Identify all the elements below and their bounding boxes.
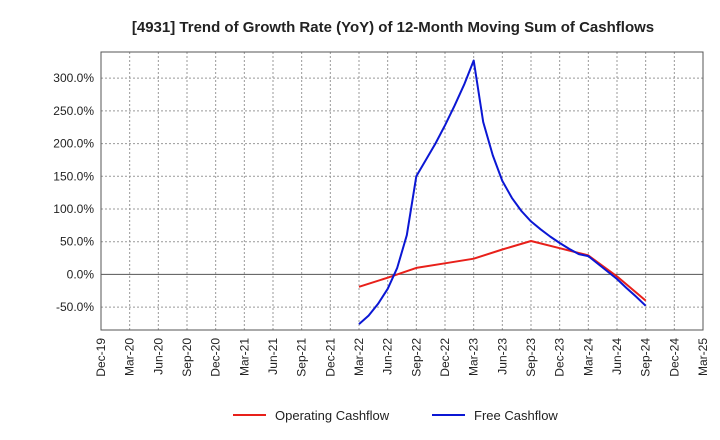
x-tick-label: Jun-20 [151,338,165,375]
x-tick-label: Dec-21 [323,338,337,377]
x-tick-label: Dec-20 [209,338,223,377]
series-lines [358,59,647,325]
legend-label: Free Cashflow [474,408,558,423]
x-tick-label: Mar-25 [696,338,710,376]
y-tick-label: 300.0% [53,71,94,85]
y-tick-label: 250.0% [53,104,94,118]
series-line-1 [358,59,647,325]
x-tick-label: Sep-23 [524,338,538,377]
y-tick-label: -50.0% [56,300,94,314]
y-tick-label: 150.0% [53,169,94,183]
legend-label: Operating Cashflow [275,408,390,423]
y-tick-label: 0.0% [67,267,95,281]
x-tick-label: Sep-20 [180,338,194,377]
chart-title: [4931] Trend of Growth Rate (YoY) of 12-… [132,19,654,36]
legend: Operating Cashflow Free Cashflow [233,408,558,423]
y-tick-label: 200.0% [53,137,94,151]
y-axis-ticks: -50.0% 0.0% 50.0% 100.0% 150.0% 200.0% 250.0% 3… [53,71,94,314]
x-tick-label: Dec-19 [94,338,108,377]
x-tick-label: Dec-22 [438,338,452,377]
y-tick-label: 50.0% [60,235,94,249]
x-axis-ticks: Dec-19 Mar-20 Jun-20 Sep-20 Dec-20 Mar-21 Jun-… [94,338,710,377]
x-tick-label: Jun-23 [495,338,509,375]
grid [101,52,703,330]
x-tick-label: Jun-24 [610,338,624,375]
x-tick-label: Sep-22 [409,338,423,377]
x-tick-label: Jun-21 [266,338,280,375]
x-tick-label: Dec-23 [553,338,567,377]
plot-area [100,51,704,331]
x-tick-label: Jun-22 [381,338,395,375]
x-tick-label: Mar-24 [581,338,595,376]
x-tick-label: Mar-22 [352,338,366,376]
series-line-0 [358,240,647,302]
x-tick-label: Mar-23 [467,338,481,376]
x-tick-label: Dec-24 [667,338,681,377]
x-tick-label: Sep-21 [295,338,309,377]
y-tick-label: 100.0% [53,202,94,216]
x-tick-label: Mar-21 [237,338,251,376]
x-tick-label: Sep-24 [639,338,653,377]
x-tick-label: Mar-20 [123,338,137,376]
